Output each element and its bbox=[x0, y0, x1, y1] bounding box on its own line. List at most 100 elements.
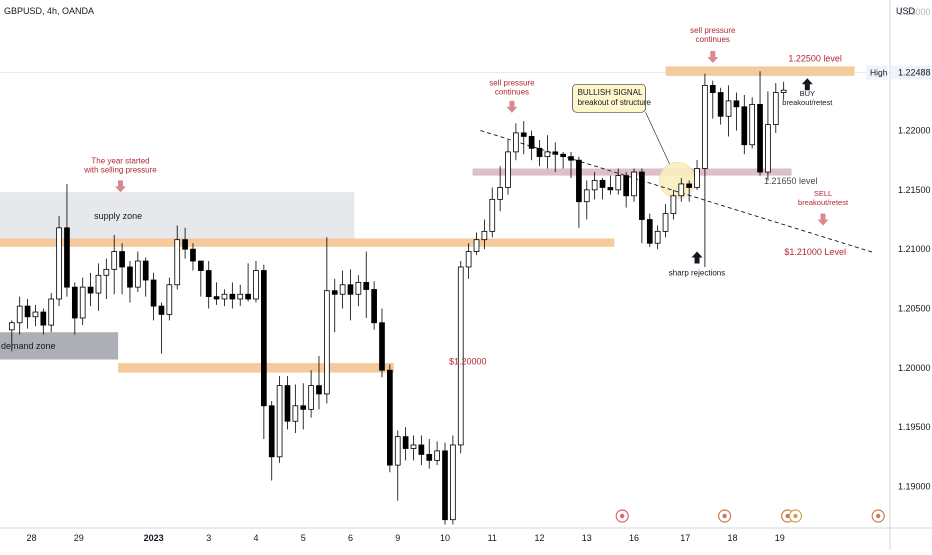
candle-down bbox=[71, 286, 78, 319]
year-started-label: with selling pressure bbox=[83, 166, 157, 175]
arrow-down-icon bbox=[115, 180, 127, 193]
arrow-down-icon bbox=[506, 100, 518, 113]
candle-down bbox=[426, 454, 433, 461]
candle-down bbox=[552, 151, 559, 155]
price-tick-label: 1.21500 bbox=[898, 185, 931, 195]
candle-up bbox=[497, 187, 503, 200]
orange-band-12100 bbox=[0, 238, 615, 247]
arrow-down-icon bbox=[817, 213, 829, 226]
time-tick-label: 13 bbox=[582, 533, 592, 543]
candle-down bbox=[568, 156, 574, 161]
candle-up bbox=[450, 444, 456, 521]
candle-up bbox=[457, 266, 464, 446]
bullish-signal-label: BULLISH SIGNAL bbox=[578, 88, 643, 97]
candle-down bbox=[733, 100, 740, 108]
candle-down bbox=[363, 281, 370, 290]
candle-down bbox=[442, 450, 448, 521]
candle-down bbox=[142, 260, 149, 281]
year-started-label: The year started bbox=[91, 157, 149, 166]
time-tick-label: 9 bbox=[395, 533, 400, 543]
candle-down bbox=[261, 270, 267, 407]
candle-up bbox=[174, 239, 181, 286]
time-tick-label: 3 bbox=[206, 533, 211, 543]
candle-up bbox=[339, 284, 346, 295]
candle-down bbox=[127, 266, 133, 288]
candle-down bbox=[379, 322, 385, 371]
candle-up bbox=[780, 89, 787, 93]
high-label: High bbox=[870, 68, 888, 78]
bullish-signal-box bbox=[572, 83, 646, 113]
candle-down bbox=[64, 227, 70, 288]
candle-down bbox=[245, 293, 251, 300]
sell-pressure-label: sell pressure bbox=[489, 78, 535, 87]
candle-down bbox=[197, 260, 204, 271]
candle-down bbox=[741, 106, 748, 146]
candle-down bbox=[757, 104, 763, 173]
time-tick-label: 19 bbox=[775, 533, 785, 543]
candle-down bbox=[560, 153, 566, 158]
candle-down bbox=[300, 405, 307, 410]
sell-pressure-label: continues bbox=[495, 87, 529, 96]
candle-up bbox=[166, 284, 173, 315]
arrow-down-icon bbox=[707, 51, 719, 64]
candle-down bbox=[284, 385, 291, 422]
candle-down bbox=[119, 251, 125, 268]
candle-up bbox=[473, 239, 480, 252]
candle-down bbox=[686, 183, 693, 188]
candle-up bbox=[134, 260, 141, 288]
candle-up bbox=[221, 293, 228, 300]
bullish-signal-label: breakout of structure bbox=[578, 98, 652, 107]
event-icon-dot bbox=[620, 513, 625, 519]
time-tick-label: 4 bbox=[253, 533, 258, 543]
candle-up bbox=[765, 124, 771, 173]
candle-down bbox=[229, 293, 236, 300]
time-tick-label: 2023 bbox=[144, 533, 164, 543]
price-tick-label-partial: 1.23000 bbox=[898, 7, 931, 17]
candle-down bbox=[182, 239, 188, 250]
candle-down bbox=[371, 289, 377, 324]
candle-up bbox=[111, 251, 118, 270]
level-12100-label: $1.21000 Level bbox=[784, 247, 846, 257]
candle-up bbox=[79, 286, 86, 319]
time-tick-label: 18 bbox=[727, 533, 737, 543]
time-tick-label: 5 bbox=[301, 533, 306, 543]
candle-down bbox=[599, 179, 606, 188]
highlight-circle bbox=[659, 162, 696, 199]
demand-zone bbox=[0, 332, 119, 360]
candle-up bbox=[481, 230, 488, 241]
candle-down bbox=[316, 385, 322, 395]
price-tick-label: 1.22000 bbox=[898, 126, 931, 136]
price-tick-label: 1.20000 bbox=[898, 363, 931, 373]
high-badge bbox=[866, 65, 888, 80]
candle-down bbox=[418, 444, 425, 455]
event-icon-dot bbox=[722, 513, 727, 519]
candle-up bbox=[237, 293, 244, 300]
candle-up bbox=[32, 311, 39, 318]
price-tick-label: 1.19500 bbox=[898, 422, 931, 432]
candle-up bbox=[355, 281, 362, 295]
orange-band-12000 bbox=[118, 363, 394, 373]
candle-down bbox=[158, 305, 165, 315]
candle-up bbox=[253, 270, 259, 300]
candle-up bbox=[8, 322, 15, 331]
candle-up bbox=[583, 189, 590, 203]
candle-down bbox=[150, 279, 157, 307]
candle-down bbox=[213, 296, 220, 300]
candle-up bbox=[591, 179, 598, 191]
candle-up bbox=[702, 85, 708, 169]
candle-up bbox=[654, 230, 661, 244]
candle-up bbox=[662, 213, 669, 232]
candle-down bbox=[639, 171, 645, 220]
candle-up bbox=[615, 175, 622, 191]
candle-down bbox=[646, 219, 653, 244]
sell-label: breakout/retest bbox=[798, 198, 849, 207]
annotations-layer: supply zone demand zone The year startedwi… bbox=[1, 26, 849, 366]
arrow-up-icon bbox=[691, 251, 703, 264]
buy-label: breakout/retest bbox=[782, 98, 833, 107]
callout-line bbox=[645, 112, 670, 164]
candle-up bbox=[410, 444, 417, 449]
time-tick-label: 17 bbox=[680, 533, 690, 543]
